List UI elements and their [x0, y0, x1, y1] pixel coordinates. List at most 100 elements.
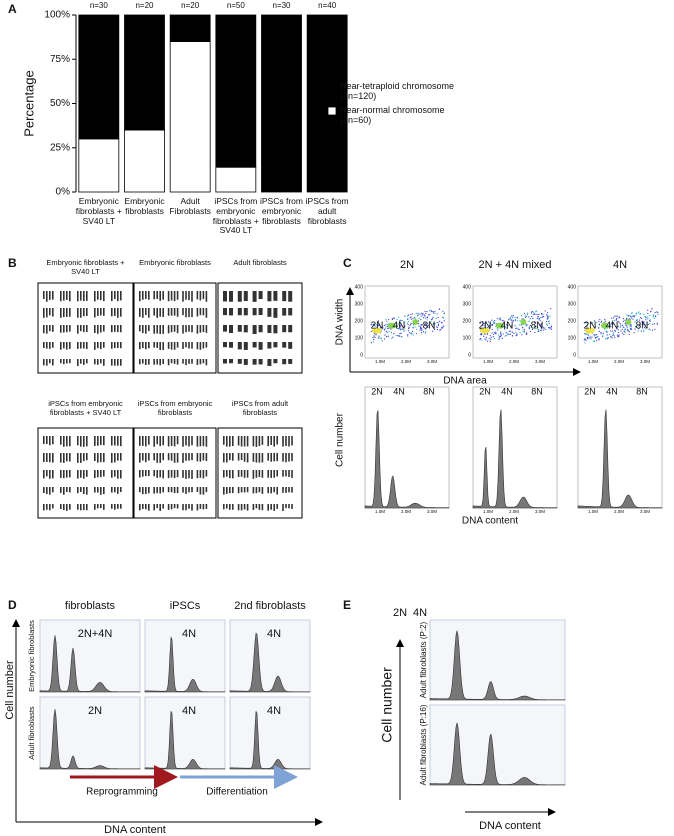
chromosome: [243, 325, 248, 333]
scatter-dot: [380, 337, 383, 339]
scatter-dot: [512, 314, 514, 317]
scatter-dot: [543, 315, 545, 318]
histogram: [472, 409, 558, 509]
histogram-box: [229, 619, 311, 693]
scatter-dot: [437, 321, 439, 324]
chromosome: [94, 308, 96, 318]
chromosome: [232, 470, 234, 479]
chromosome: [159, 359, 161, 366]
scatter-dot: [482, 323, 484, 325]
scatter-dot: [400, 323, 402, 325]
scatter-dot: [602, 336, 604, 338]
scatter-dot: [600, 321, 602, 323]
chromosome: [80, 436, 82, 447]
chromosome: [243, 308, 248, 316]
y-tick-label: 50%: [50, 98, 70, 109]
scatter-dot: [391, 317, 393, 320]
scatter-dot: [503, 323, 505, 326]
x-tick: 1.0M: [483, 359, 493, 364]
scatter-dot: [434, 311, 436, 313]
scatter-dot: [638, 319, 641, 321]
chromosome: [49, 308, 51, 316]
scatter-dot: [617, 329, 619, 331]
scatter-dot: [502, 333, 504, 335]
scatter-dot: [372, 337, 374, 339]
scatter-dot: [617, 332, 620, 334]
scatter-dot: [439, 329, 441, 331]
histogram: [229, 632, 311, 693]
chromosome: [148, 453, 150, 461]
scatter-dot: [583, 332, 586, 335]
scatter-dot: [384, 328, 386, 330]
chromosome: [145, 504, 147, 510]
x-tick: 1.0M: [375, 509, 385, 514]
axis-label: DNA width: [335, 299, 346, 346]
scatter-dot: [382, 328, 384, 330]
scatter-dot: [402, 328, 404, 331]
chromosome: [258, 359, 263, 365]
peak-label: 4N: [501, 321, 514, 332]
chromosome: [139, 436, 141, 446]
scatter-dot: [535, 313, 537, 316]
scatter-dot: [550, 328, 553, 330]
scatter-dot: [638, 311, 640, 313]
chromosome: [252, 291, 257, 302]
chromosome: [176, 325, 179, 334]
scatter-dot: [595, 336, 598, 339]
chromosome: [117, 308, 119, 318]
scatter-dot: [421, 314, 423, 316]
chromosome: [185, 487, 187, 494]
chromosome: [43, 308, 45, 318]
scatter-dot: [617, 335, 619, 338]
scatter-dot: [492, 321, 494, 323]
scatter-dot: [534, 321, 537, 324]
chromosome: [167, 470, 170, 479]
chromosome: [188, 436, 190, 447]
y-tick-label: 0%: [56, 187, 71, 198]
scatter-dot: [418, 325, 420, 327]
chromosome: [237, 308, 242, 316]
scatter-dot: [370, 342, 373, 344]
scatter-dot: [644, 324, 646, 326]
scatter-y-tick: 100: [463, 335, 472, 341]
chromosome: [52, 487, 54, 493]
chromosome: [103, 453, 105, 463]
scatter-dot: [495, 331, 497, 333]
peak-label: 8N: [423, 386, 435, 396]
chromosome: [229, 504, 231, 510]
peak-label: 8N: [636, 321, 649, 332]
scatter-dot: [496, 317, 498, 320]
chromosome: [77, 359, 79, 366]
scatter-dot: [407, 323, 409, 326]
scatter-dot: [605, 330, 607, 333]
scatter-dot: [513, 332, 515, 334]
chromosome: [69, 342, 71, 349]
chromosome: [240, 436, 243, 447]
chromosome: [226, 504, 228, 509]
chromosome: [162, 436, 164, 446]
scatter-dot: [542, 313, 544, 315]
chromosome: [80, 342, 82, 349]
chromosome: [120, 436, 122, 447]
scatter-dot: [514, 325, 516, 327]
chromosome: [46, 291, 48, 302]
row-label: Adult fibroblasts (P:2): [419, 621, 428, 698]
chromosome: [246, 436, 249, 447]
scatter-dot: [377, 323, 380, 325]
chromosome: [66, 487, 68, 493]
scatter-dot: [425, 317, 427, 319]
chromosome: [182, 342, 184, 349]
scatter-dot: [508, 318, 510, 320]
x-tick: 3.0M: [427, 509, 437, 514]
chromosome: [142, 325, 144, 334]
axis-label: DNA content: [104, 824, 166, 836]
scatter-dot: [422, 317, 425, 319]
scatter-dot: [543, 327, 545, 329]
chromosome: [170, 291, 173, 301]
chromosome: [191, 308, 193, 318]
scatter-dot: [385, 318, 387, 320]
scatter-dot: [617, 320, 619, 323]
scatter-dot: [643, 321, 645, 323]
chromosome: [83, 453, 85, 462]
chromosome: [202, 504, 205, 510]
